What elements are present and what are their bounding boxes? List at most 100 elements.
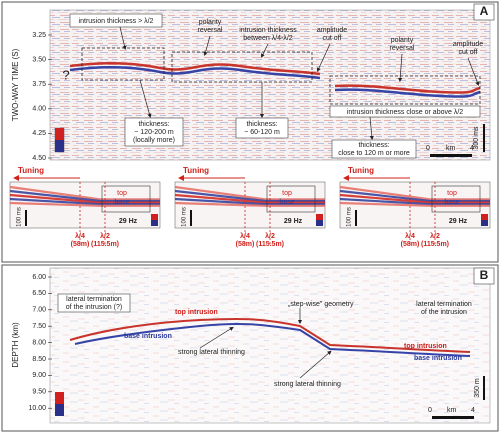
annotation: ? (62, 67, 69, 82)
reflector-a (69, 61, 481, 98)
y-tick-label: 10.00 (28, 405, 46, 412)
inset-box (266, 185, 316, 213)
annotation: lateral termination (416, 301, 472, 308)
top-label: top (117, 190, 127, 197)
frequency-label: 29 Hz (449, 218, 468, 225)
annotation: top intrusion (175, 309, 218, 316)
arrow (139, 79, 152, 119)
color-bar (481, 214, 488, 220)
inset-box (101, 185, 151, 213)
lambda-label: λ/2 (430, 232, 440, 240)
y-tick-label: 6.50 (32, 290, 46, 297)
arrow (203, 35, 211, 57)
lambda-label: (58m) (71, 241, 90, 248)
annotation: „step-wise" geometry (288, 301, 354, 308)
color-bar (481, 220, 488, 226)
arrow (467, 57, 480, 86)
annotation: top intrusion (404, 343, 447, 350)
frequency-label: 29 Hz (119, 218, 138, 225)
y-tick-label: 8.00 (32, 339, 46, 346)
annotation: polarity (199, 19, 222, 26)
y-tick-label: 4.50 (32, 155, 46, 162)
inset-box (431, 185, 481, 213)
top-label: top (447, 190, 457, 197)
annotation: strong lateral thinning (274, 381, 341, 388)
scale-label: 4 (470, 145, 474, 152)
color-bar (316, 214, 323, 220)
wedge-wavelet (174, 189, 325, 203)
arrow (299, 350, 332, 379)
scale-label: km (447, 407, 457, 414)
y-tick-label: 7.50 (32, 323, 46, 330)
annotation: of the intrusion (421, 309, 467, 316)
base-label: base (444, 199, 459, 206)
label-box (124, 117, 184, 147)
annotation: cut off (323, 35, 342, 42)
y-tick-label: 3.75 (32, 81, 46, 88)
lambda-label: (115.5m) (421, 241, 449, 248)
arrow (398, 53, 403, 83)
scale-label: 0 (428, 407, 432, 414)
wedge-wavelet (339, 185, 490, 201)
scale-label: 100 ms (347, 207, 353, 227)
lambda-label: λ/2 (265, 232, 275, 240)
seismic-a (49, 9, 491, 161)
label-box (57, 293, 131, 313)
y-tick-label: 4.25 (32, 130, 46, 137)
annotation: cut off (459, 49, 478, 56)
y-tick-label: 3.25 (32, 32, 46, 39)
scale-label: 4 (471, 407, 475, 414)
annotation: thickness: (138, 121, 169, 128)
wedge-wavelet (174, 193, 325, 204)
top-label: top (282, 190, 292, 197)
wedge-wavelet (339, 189, 490, 203)
y-tick-label: 4.00 (32, 106, 46, 113)
wedge-wavelet (174, 201, 325, 207)
scale-bar (430, 154, 472, 157)
wedge-wavelet (9, 185, 160, 201)
axis-label: DEPTH (km) (11, 322, 20, 368)
tuning-label: Tuning (183, 166, 209, 175)
label-box (473, 3, 495, 21)
arrow (316, 43, 331, 72)
arrow (261, 43, 269, 58)
scale-label: 300 ms (473, 126, 480, 149)
annotation: intrusion thickness (239, 27, 297, 34)
lambda-label: λ/4 (240, 232, 250, 240)
color-bar-pos (55, 128, 64, 140)
wedge-wavelet (174, 185, 325, 201)
scale-label: 100 ms (17, 207, 23, 227)
y-tick-label: 9.00 (32, 372, 46, 379)
color-bar-neg (55, 404, 64, 416)
lambda-label: λ/4 (75, 232, 85, 240)
wedge-wavelet (339, 201, 490, 207)
annotation: between λ/4-λ/2 (243, 35, 293, 42)
annotation: close to 120 m or more (338, 150, 410, 157)
scale-label: 0 (426, 145, 430, 152)
arrow (199, 326, 234, 349)
annotation: (locally more) (133, 137, 175, 144)
annotation: ~ 60-120 m (244, 129, 280, 136)
wedge-wavelet (174, 197, 325, 206)
wedge-wavelet (339, 197, 490, 206)
scale-bar (432, 416, 474, 419)
lambda-label: λ/2 (100, 232, 110, 240)
label-box (69, 13, 163, 28)
y-tick-label: 8.50 (32, 356, 46, 363)
lambda-label: (115.5m) (256, 241, 284, 248)
color-bar (151, 220, 158, 226)
annotation: intrusion thickness close or above λ/2 (347, 109, 463, 116)
y-tick-label: 9.50 (32, 389, 46, 396)
panel-label: A (480, 4, 489, 18)
y-tick-label: 3.50 (32, 56, 46, 63)
wedge-wavelet (9, 201, 160, 207)
annotation: lateral termination (66, 296, 122, 303)
scale-label: 100 ms (182, 207, 188, 227)
panel-label: B (480, 268, 489, 282)
tuning-label: Tuning (348, 166, 374, 175)
y-tick-label: 7.00 (32, 307, 46, 314)
y-tick-label: 6.00 (32, 274, 46, 281)
base-label: base (114, 199, 129, 206)
dashed-box (171, 51, 313, 83)
